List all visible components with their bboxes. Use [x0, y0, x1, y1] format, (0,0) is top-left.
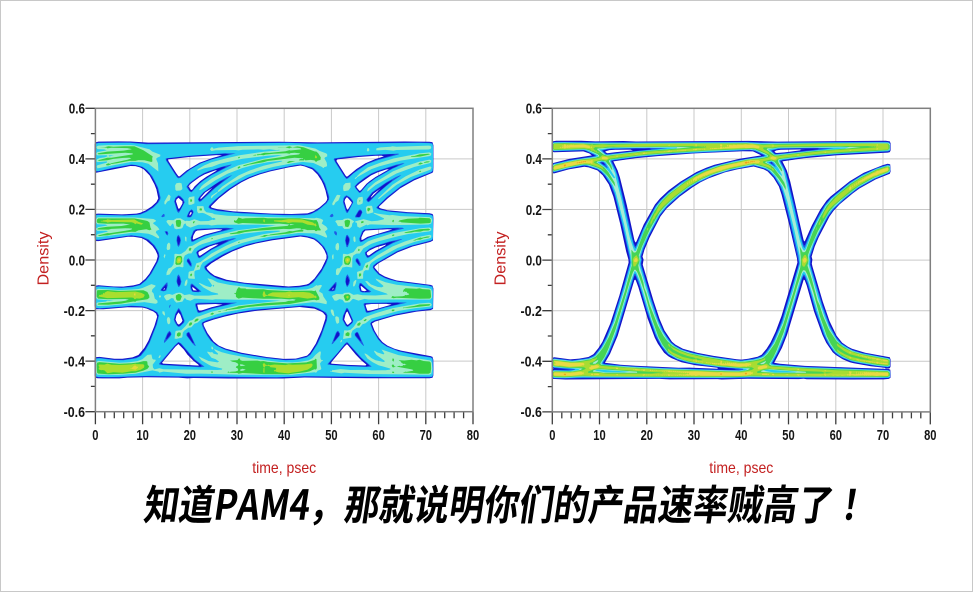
svg-text:time, psec: time, psec	[252, 460, 316, 477]
svg-text:0.6: 0.6	[526, 101, 542, 118]
svg-text:20: 20	[641, 427, 653, 444]
svg-text:-0.4: -0.4	[64, 353, 86, 370]
svg-text:40: 40	[278, 427, 290, 444]
svg-text:70: 70	[877, 427, 889, 444]
svg-text:-0.6: -0.6	[64, 404, 85, 421]
svg-text:Density: Density	[35, 232, 52, 286]
svg-text:0: 0	[549, 427, 555, 444]
svg-text:50: 50	[325, 427, 337, 444]
svg-text:0.0: 0.0	[69, 252, 85, 269]
svg-text:0.4: 0.4	[526, 151, 543, 168]
svg-text:0.0: 0.0	[526, 252, 542, 269]
svg-text:0: 0	[92, 427, 98, 444]
svg-text:60: 60	[372, 427, 384, 444]
svg-text:Density: Density	[492, 232, 509, 286]
svg-text:10: 10	[593, 427, 605, 444]
svg-text:60: 60	[830, 427, 842, 444]
svg-text:0.6: 0.6	[69, 101, 85, 118]
svg-text:80: 80	[924, 427, 936, 444]
svg-text:-0.2: -0.2	[521, 303, 542, 320]
svg-text:40: 40	[735, 427, 747, 444]
svg-text:time, psec: time, psec	[709, 460, 773, 477]
svg-text:30: 30	[688, 427, 700, 444]
svg-text:10: 10	[136, 427, 148, 444]
svg-text:70: 70	[420, 427, 432, 444]
svg-text:-0.4: -0.4	[521, 354, 543, 371]
svg-text:80: 80	[467, 427, 479, 444]
svg-text:0.2: 0.2	[526, 202, 542, 219]
svg-text:0.2: 0.2	[69, 202, 85, 219]
svg-text:50: 50	[782, 427, 794, 444]
svg-text:-0.6: -0.6	[521, 404, 542, 421]
svg-text:0.4: 0.4	[69, 151, 86, 168]
svg-text:30: 30	[231, 427, 243, 444]
svg-text:20: 20	[184, 427, 196, 444]
svg-text:-0.2: -0.2	[64, 303, 85, 320]
